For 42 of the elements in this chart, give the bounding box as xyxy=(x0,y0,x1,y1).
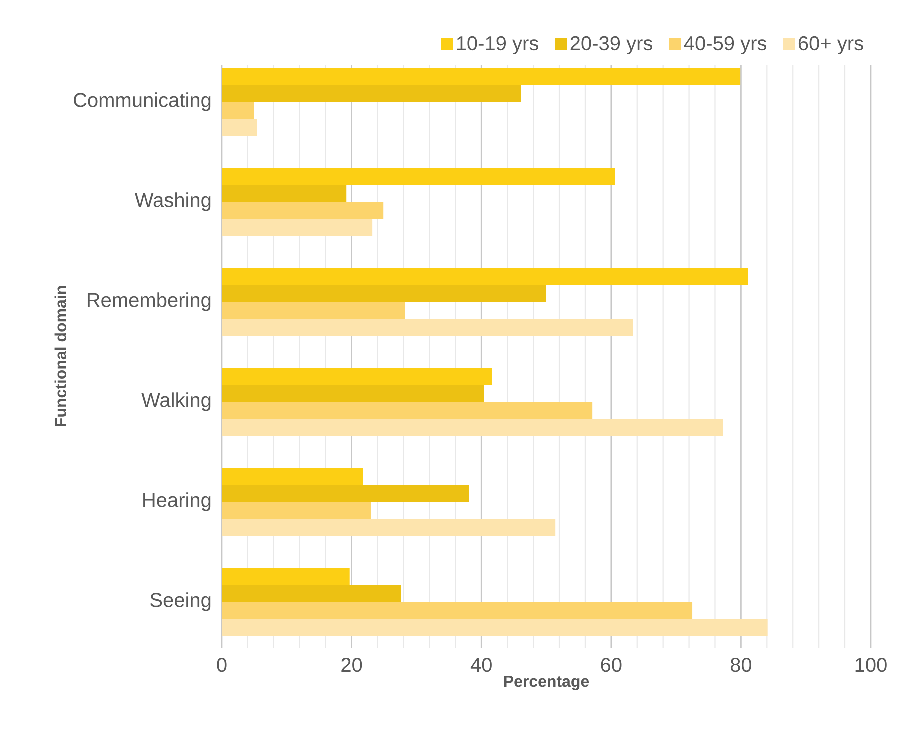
x-tick-label: 40 xyxy=(470,658,492,672)
bar xyxy=(222,302,406,319)
legend-label: 20-39 yrs xyxy=(570,36,652,55)
x-tick-label: 60 xyxy=(601,658,622,672)
y-tick-label: Washing xyxy=(134,192,211,212)
bar xyxy=(222,68,741,85)
y-tick-label: Hearing xyxy=(144,492,211,512)
x-axis-title: Percentage xyxy=(504,676,590,690)
bar xyxy=(222,468,364,485)
bar xyxy=(222,418,724,436)
bar xyxy=(222,384,484,402)
bar xyxy=(222,284,547,302)
y-tick-label: Walking xyxy=(142,392,211,412)
bar xyxy=(222,102,254,119)
x-tick-label: 100 xyxy=(856,658,887,672)
bar xyxy=(222,402,593,419)
x-tick-label: 20 xyxy=(342,658,362,672)
bar xyxy=(222,618,768,636)
bar xyxy=(222,168,616,185)
bar xyxy=(222,84,522,102)
y-tick-label: Remembering xyxy=(88,292,211,312)
bar xyxy=(222,118,258,136)
legend-label: 60+ yrs xyxy=(798,36,864,55)
legend-label: 40-59 yrs xyxy=(684,36,766,55)
bar xyxy=(222,518,556,536)
bar xyxy=(222,484,470,502)
x-tick-label: 0 xyxy=(217,658,227,672)
x-tick-label: 80 xyxy=(730,658,752,672)
y-axis-title: Functional domain xyxy=(54,286,67,427)
bar xyxy=(222,568,350,585)
bar xyxy=(222,502,372,519)
bar xyxy=(222,584,402,602)
bar xyxy=(222,318,634,336)
bar xyxy=(222,202,384,219)
legend-label: 10-19 yrs xyxy=(457,36,538,55)
bar xyxy=(222,268,748,285)
bar xyxy=(222,602,693,619)
y-tick-label: Seeing xyxy=(150,592,211,612)
bar xyxy=(222,218,373,236)
bar xyxy=(222,368,492,385)
y-tick-label: Communicating xyxy=(74,92,211,112)
bar xyxy=(222,184,347,202)
